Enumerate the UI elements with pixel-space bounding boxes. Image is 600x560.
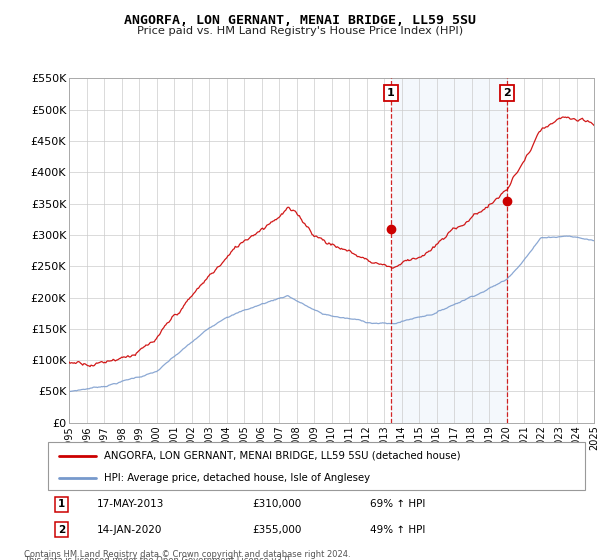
Text: ANGORFA, LON GERNANT, MENAI BRIDGE, LL59 5SU (detached house): ANGORFA, LON GERNANT, MENAI BRIDGE, LL59… [104, 451, 461, 461]
Text: 17-MAY-2013: 17-MAY-2013 [97, 499, 164, 509]
Text: This data is licensed under the Open Government Licence v3.0.: This data is licensed under the Open Gov… [24, 556, 292, 560]
Text: ANGORFA, LON GERNANT, MENAI BRIDGE, LL59 5SU: ANGORFA, LON GERNANT, MENAI BRIDGE, LL59… [124, 14, 476, 27]
Text: £310,000: £310,000 [252, 499, 301, 509]
Text: 2: 2 [58, 525, 65, 535]
Text: 14-JAN-2020: 14-JAN-2020 [97, 525, 162, 535]
Bar [391, 78, 507, 423]
Text: 49% ↑ HPI: 49% ↑ HPI [370, 525, 425, 535]
FancyBboxPatch shape [48, 442, 585, 490]
Text: Contains HM Land Registry data © Crown copyright and database right 2024.: Contains HM Land Registry data © Crown c… [24, 550, 350, 559]
Text: Price paid vs. HM Land Registry's House Price Index (HPI): Price paid vs. HM Land Registry's House … [137, 26, 463, 36]
Text: 1: 1 [387, 88, 395, 98]
Text: 2: 2 [503, 88, 511, 98]
Text: 1: 1 [58, 499, 65, 509]
Text: HPI: Average price, detached house, Isle of Anglesey: HPI: Average price, detached house, Isle… [104, 473, 371, 483]
Text: £355,000: £355,000 [252, 525, 301, 535]
Text: 69% ↑ HPI: 69% ↑ HPI [370, 499, 425, 509]
